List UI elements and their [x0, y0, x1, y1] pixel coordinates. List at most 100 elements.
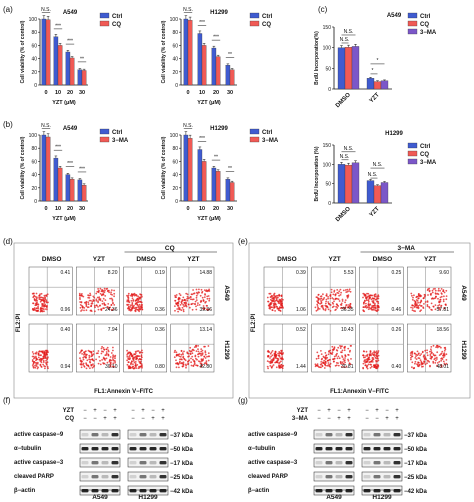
quadrant-value-upper: 10.43 — [341, 327, 354, 333]
flow-dot — [375, 298, 378, 301]
flow-dot — [441, 357, 443, 360]
bar — [57, 45, 63, 86]
bar — [201, 161, 207, 202]
flow-dot — [426, 305, 429, 308]
flow-dot — [424, 301, 427, 303]
y-tick-label: 20 — [172, 186, 178, 192]
bar — [337, 164, 346, 204]
flow-dot — [436, 351, 439, 354]
flow-dot — [347, 353, 349, 356]
quadrant-value-lower: 0.36 — [155, 307, 165, 313]
flow-dot — [44, 367, 46, 370]
blot-band — [101, 461, 109, 465]
treatment-sign: − — [365, 408, 369, 414]
treatment-sign: − — [365, 416, 369, 422]
flow-dot — [343, 347, 346, 349]
flow-dot — [79, 357, 81, 360]
flow-dot — [437, 293, 440, 296]
treatment-sign: + — [113, 416, 117, 422]
flow-dot — [342, 289, 345, 292]
flow-column-label: DMSO — [136, 256, 156, 263]
flow-dot — [316, 309, 319, 311]
flow-dot — [369, 294, 371, 296]
flow-row-label: A549 — [460, 285, 467, 301]
flow-dot — [99, 299, 102, 302]
flow-dot — [135, 367, 138, 369]
flow-dot — [40, 365, 43, 368]
flow-dot — [325, 294, 328, 297]
flow-dot — [420, 360, 423, 363]
flow-dot — [131, 294, 133, 297]
category-label: 30 — [79, 90, 85, 96]
treatment-sign: − — [131, 408, 135, 414]
flow-dot — [184, 301, 187, 304]
bar — [225, 179, 231, 202]
flow-dot — [105, 348, 108, 351]
flow-dot — [85, 303, 88, 306]
flow-dot — [99, 287, 102, 290]
blot-band — [149, 489, 157, 493]
bar — [197, 149, 203, 202]
flow-dot — [317, 297, 319, 300]
blot-band — [393, 461, 401, 465]
flow-dot — [195, 346, 198, 348]
flow-dot — [88, 358, 90, 361]
flow-dot — [99, 292, 102, 295]
flow-dot — [333, 360, 335, 363]
flow-dot — [362, 354, 365, 357]
flow-dot — [43, 305, 45, 308]
flow-dot — [127, 297, 130, 300]
flow-dot — [373, 297, 376, 300]
flow-dot — [377, 302, 380, 305]
flow-dot — [366, 355, 369, 357]
flow-dot — [41, 307, 44, 310]
band-kda: −42 kDa — [170, 489, 194, 495]
category-label: YZT — [369, 92, 381, 104]
flow-dot — [445, 298, 448, 301]
flow-dot — [134, 362, 137, 365]
flow-dot — [414, 301, 417, 304]
flow-dot — [136, 354, 139, 357]
flow-dot — [430, 357, 433, 360]
bar — [53, 157, 59, 202]
flow-dot — [441, 350, 444, 353]
treatment-sign: + — [347, 416, 351, 422]
flow-dot — [376, 355, 378, 358]
flow-dot — [85, 367, 88, 370]
flow-dot — [437, 345, 440, 348]
y-tick-label: 100 — [170, 133, 179, 139]
flow-dot — [177, 362, 180, 365]
flow-dot — [350, 358, 352, 360]
flow-dot — [103, 348, 105, 351]
flow-dot — [177, 310, 180, 313]
flow-dot — [341, 300, 344, 302]
flow-x-label: FL1:Annexin V−FITC — [330, 389, 390, 395]
flow-dot — [207, 295, 210, 297]
treatment-sign: − — [103, 408, 107, 414]
blot-band — [139, 447, 147, 451]
flow-dot — [341, 345, 343, 348]
flow-dot — [442, 298, 445, 301]
flow-dot — [102, 356, 105, 359]
chart-title: A549 — [63, 10, 78, 16]
flow-dot — [437, 287, 440, 290]
flow-dot — [35, 365, 38, 367]
flow-dot — [46, 308, 48, 311]
flow-dot — [335, 362, 338, 364]
blot-band — [159, 489, 167, 493]
flow-dot — [437, 289, 440, 292]
blot-band — [393, 447, 401, 451]
bar — [183, 18, 189, 86]
significance-mark: * — [372, 68, 374, 74]
bar — [229, 69, 235, 86]
flow-dot — [207, 359, 210, 362]
bar — [211, 47, 217, 86]
quadrant-value-lower: 39.36 — [199, 307, 212, 313]
flow-dot — [348, 288, 351, 291]
flow-dot — [104, 304, 107, 306]
flow-dot — [91, 302, 94, 305]
flow-dot — [89, 292, 91, 295]
flow-dot — [328, 359, 331, 361]
blot-band — [129, 489, 137, 493]
